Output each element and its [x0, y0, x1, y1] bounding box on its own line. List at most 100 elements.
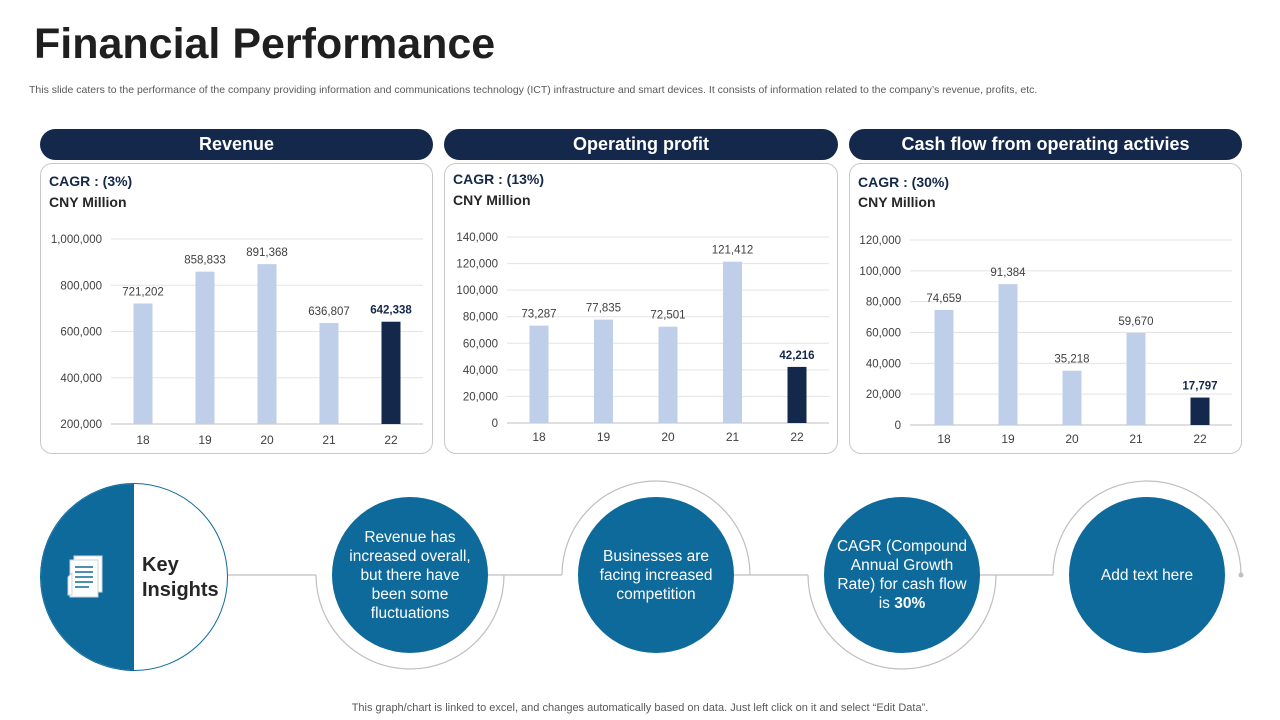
insight-text-2: Businesses are facing increased competit… — [599, 547, 713, 603]
y-tick-label: 100,000 — [456, 285, 498, 297]
y-tick-label: 600,000 — [60, 327, 102, 339]
insight-text-3-bold: 30% — [894, 595, 926, 612]
data-label: 121,412 — [712, 245, 754, 257]
x-tick-label: 21 — [322, 433, 336, 447]
data-label: 636,807 — [308, 306, 350, 318]
y-tick-label: 120,000 — [859, 235, 901, 247]
y-tick-label: 0 — [895, 420, 901, 432]
operating-profit-unit: CNY Million — [453, 192, 531, 208]
y-tick-label: 80,000 — [463, 312, 498, 324]
y-tick-label: 1,000,000 — [51, 234, 102, 246]
cash-flow-bar — [1062, 370, 1082, 425]
cash-flow-bar — [998, 284, 1018, 425]
y-tick-label: 80,000 — [866, 297, 901, 309]
x-tick-label: 18 — [937, 432, 951, 446]
data-label: 721,202 — [122, 286, 164, 298]
data-label: 77,835 — [586, 303, 621, 315]
x-tick-label: 22 — [384, 433, 398, 447]
ring-arc — [1052, 480, 1242, 576]
y-tick-label: 200,000 — [60, 419, 102, 431]
x-tick-label: 19 — [1001, 432, 1015, 446]
x-tick-label: 20 — [1065, 432, 1079, 446]
y-tick-label: 60,000 — [463, 338, 498, 350]
y-tick-label: 40,000 — [463, 365, 498, 377]
footer-note: This graph/chart is linked to excel, and… — [351, 702, 929, 714]
cash-flow-bar — [934, 309, 954, 425]
y-tick-label: 20,000 — [866, 389, 901, 401]
operating-profit-cagr: CAGR : (13%) — [453, 171, 545, 187]
ring-arc — [807, 574, 997, 670]
y-tick-label: 100,000 — [859, 266, 901, 278]
insight-bubble-1[interactable]: Revenue has increased overall, but there… — [332, 497, 488, 653]
x-tick-label: 22 — [790, 430, 804, 444]
ring-arc — [561, 480, 751, 576]
x-tick-label: 18 — [532, 430, 546, 444]
revenue-bar — [257, 264, 277, 424]
data-label: 73,287 — [521, 309, 556, 321]
x-tick-label: 20 — [260, 433, 274, 447]
x-tick-label: 21 — [726, 430, 740, 444]
revenue-cagr: CAGR : (3%) — [49, 173, 133, 189]
data-label: 91,384 — [990, 267, 1026, 279]
revenue-chart-panel[interactable]: CAGR : (3%) CNY Million 200,000 400,000 60… — [40, 163, 433, 454]
key-insights-label-line2: Insights — [142, 579, 219, 601]
operating-profit-header: Operating profit — [444, 129, 838, 160]
ring-arc — [315, 574, 505, 670]
data-label: 74,659 — [926, 293, 961, 305]
cash-flow-chart: 0 20,000 40,000 60,000 80,000 100,000 120,000 7… — [859, 235, 1232, 446]
insight-bubble-3[interactable]: CAGR (Compound Annual Growth Rate) for c… — [824, 497, 980, 653]
cash-flow-bar — [1126, 333, 1146, 425]
y-tick-label: 20,000 — [463, 391, 498, 403]
insight-text-3: CAGR (Compound Annual Growth Rate) for c… — [836, 537, 968, 613]
data-label: 35,218 — [1054, 354, 1089, 366]
y-tick-label: 400,000 — [60, 373, 102, 385]
operating-profit-bar — [787, 366, 807, 423]
data-label: 72,501 — [650, 310, 685, 322]
key-insights-circle: Key Insights — [40, 483, 228, 671]
data-label: 891,368 — [246, 247, 288, 259]
revenue-bar — [195, 271, 215, 424]
operating-profit-bar — [723, 261, 742, 423]
operating-profit-bar — [658, 326, 678, 423]
revenue-bar — [133, 303, 153, 424]
operating-profit-bar — [594, 319, 613, 423]
insight-text-4: Add text here — [1100, 566, 1194, 584]
insight-bubble-4[interactable]: Add text here — [1069, 497, 1225, 653]
key-insights-label-line1: Key — [142, 554, 179, 576]
operating-profit-chart: 0 20,000 40,000 60,000 80,000 100,000 120,000 1… — [456, 232, 829, 444]
cash-flow-chart-panel[interactable]: CAGR : (30%) CNY Million 0 20,000 40,000 60… — [849, 163, 1242, 454]
x-tick-label: 21 — [1129, 432, 1143, 446]
y-tick-label: 0 — [492, 418, 498, 430]
y-tick-label: 800,000 — [60, 280, 102, 292]
y-tick-label: 120,000 — [456, 259, 498, 271]
x-tick-label: 18 — [136, 433, 150, 447]
x-tick-label: 20 — [661, 430, 675, 444]
insight-bubble-2[interactable]: Businesses are facing increased competit… — [578, 497, 734, 653]
x-tick-label: 22 — [1193, 432, 1207, 446]
data-label: 17,797 — [1182, 381, 1217, 393]
cash-flow-unit: CNY Million — [858, 194, 936, 210]
key-insights-label: Key Insights — [142, 553, 219, 603]
cash-flow-cagr: CAGR : (30%) — [858, 174, 950, 190]
data-label: 42,216 — [779, 350, 814, 362]
document-icon — [67, 555, 103, 598]
x-tick-label: 19 — [597, 430, 611, 444]
revenue-unit: CNY Million — [49, 194, 127, 210]
page-title: Financial Performance — [34, 20, 496, 68]
y-tick-label: 40,000 — [866, 358, 901, 370]
data-label: 59,670 — [1118, 316, 1153, 328]
cash-flow-bar — [1190, 397, 1210, 425]
x-tick-label: 19 — [198, 433, 212, 447]
operating-profit-bar — [529, 325, 549, 423]
data-label: 858,833 — [184, 255, 226, 267]
cash-flow-header: Cash flow from operating activies — [849, 129, 1242, 160]
data-label: 642,338 — [370, 305, 412, 317]
revenue-chart: 200,000 400,000 600,000 800,000 1,000,000 721… — [51, 234, 423, 447]
connector-dot — [1238, 572, 1244, 578]
revenue-bar — [319, 322, 339, 424]
insight-text-3-main: CAGR (Compound Annual Growth Rate) for c… — [836, 538, 968, 612]
revenue-header: Revenue — [40, 129, 433, 160]
y-tick-label: 140,000 — [456, 232, 498, 244]
insight-text-1: Revenue has increased overall, but there… — [349, 528, 471, 622]
operating-profit-chart-panel[interactable]: CAGR : (13%) CNY Million 0 20,000 40,000 60… — [444, 163, 838, 454]
